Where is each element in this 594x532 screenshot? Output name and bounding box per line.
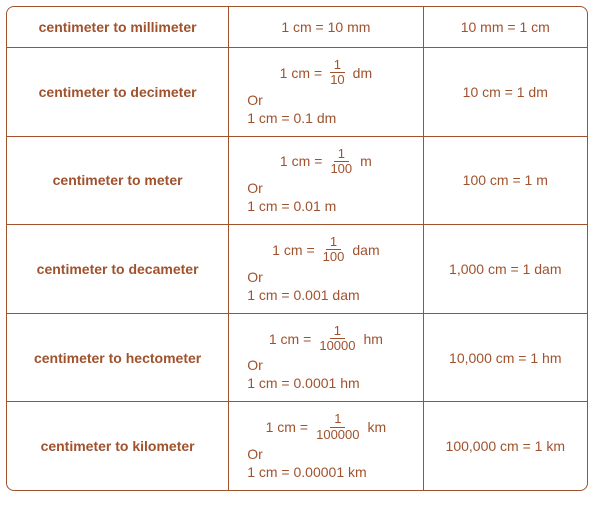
reverse-conversion: 10 mm = 1 cm — [424, 7, 587, 47]
forward-conversion: 1 cm=1100m Or 1 cm = 0.01 m — [228, 137, 423, 225]
conversion-label: centimeter to meter — [7, 137, 228, 225]
forward-conversion: 1 cm=110dm Or 1 cm = 0.1 dm — [228, 48, 423, 136]
table-row: centimeter to hectometer 1 cm=110000hm O… — [7, 313, 587, 402]
table-row: centimeter to meter 1 cm=1100m Or 1 cm =… — [7, 136, 587, 225]
conversion-label: centimeter to kilometer — [7, 402, 228, 490]
conversion-label: centimeter to hectometer — [7, 314, 228, 402]
forward-conversion: 1 cm=1100000km Or 1 cm = 0.00001 km — [228, 402, 423, 490]
conversion-label: centimeter to millimeter — [7, 7, 228, 47]
table-row: centimeter to kilometer 1 cm=1100000km O… — [7, 401, 587, 490]
reverse-conversion: 10,000 cm = 1 hm — [424, 314, 587, 402]
table-row: centimeter to decimeter 1 cm=110dm Or 1 … — [7, 47, 587, 136]
forward-conversion: 1 cm = 10 mm — [228, 7, 423, 47]
forward-conversion: 1 cm=110000hm Or 1 cm = 0.0001 hm — [228, 314, 423, 402]
conversion-label: centimeter to decimeter — [7, 48, 228, 136]
reverse-conversion: 10 cm = 1 dm — [424, 48, 587, 136]
reverse-conversion: 1,000 cm = 1 dam — [424, 225, 587, 313]
table-row: centimeter to millimeter 1 cm = 10 mm 10… — [7, 7, 587, 47]
conversion-label: centimeter to decameter — [7, 225, 228, 313]
forward-conversion: 1 cm=1100dam Or 1 cm = 0.001 dam — [228, 225, 423, 313]
conversion-table: centimeter to millimeter 1 cm = 10 mm 10… — [6, 6, 588, 491]
table-row: centimeter to decameter 1 cm=1100dam Or … — [7, 224, 587, 313]
reverse-conversion: 100 cm = 1 m — [424, 137, 587, 225]
reverse-conversion: 100,000 cm = 1 km — [424, 402, 587, 490]
